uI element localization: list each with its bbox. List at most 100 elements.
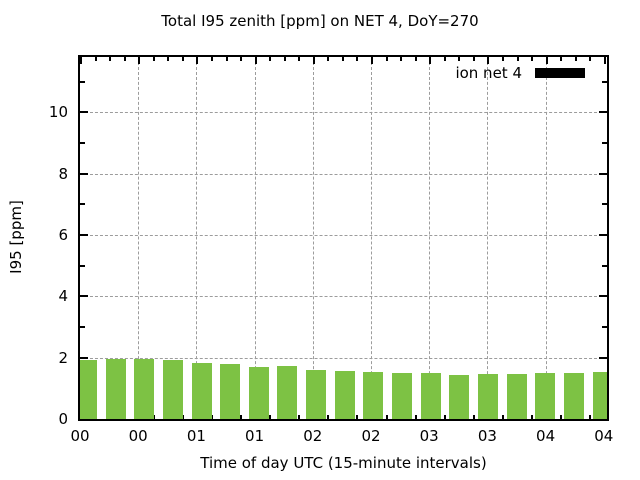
y-axis-tick xyxy=(80,172,88,175)
bar xyxy=(334,371,355,419)
x-axis-tick xyxy=(560,57,563,61)
bar xyxy=(191,363,212,419)
x-axis-tick xyxy=(80,57,82,64)
x-axis-tick xyxy=(443,415,446,419)
bar xyxy=(248,366,269,419)
plot-area: ion net 4 xyxy=(78,55,609,421)
x-axis-tick xyxy=(327,415,330,419)
y-tick-label: 0 xyxy=(58,410,68,428)
chart-title: Total I95 zenith [ppm] on NET 4, DoY=270 xyxy=(161,12,479,30)
x-tick-label: 03 xyxy=(419,427,439,445)
x-axis-tick xyxy=(167,57,170,61)
x-axis-tick xyxy=(210,57,213,61)
x-axis-tick xyxy=(501,415,504,419)
y-axis-label: I95 [ppm] xyxy=(7,200,25,274)
y-axis-minor-tick xyxy=(602,325,607,328)
y-axis-minor-tick xyxy=(80,80,85,83)
bar xyxy=(277,365,298,419)
gridline-vertical xyxy=(138,57,140,419)
y-axis-minor-tick xyxy=(602,264,607,267)
y-tick-label: 4 xyxy=(58,287,68,306)
x-axis-tick xyxy=(138,57,141,64)
x-axis-tick xyxy=(356,57,359,61)
x-axis-tick xyxy=(269,57,272,61)
x-axis-tick xyxy=(487,57,490,64)
gridline-horizontal xyxy=(80,112,607,114)
x-axis-tick xyxy=(545,57,548,64)
y-axis-minor-tick xyxy=(80,325,85,328)
gridline-vertical xyxy=(429,57,431,419)
y-axis-tick xyxy=(599,233,607,236)
gridline-horizontal xyxy=(80,357,607,359)
y-tick-label: 10 xyxy=(48,103,68,122)
y-axis-tick xyxy=(80,295,88,298)
y-axis-minor-tick xyxy=(80,264,85,267)
bar xyxy=(220,363,241,419)
x-axis-tick xyxy=(531,57,534,61)
x-axis-tick xyxy=(210,415,213,419)
x-axis-tick xyxy=(560,415,563,419)
bar xyxy=(80,359,97,419)
x-axis-tick xyxy=(400,57,403,61)
y-axis-minor-tick xyxy=(80,141,85,144)
x-axis-tick xyxy=(225,57,228,61)
x-axis-tick xyxy=(240,415,243,419)
bar xyxy=(392,372,413,419)
x-axis-tick xyxy=(109,57,112,61)
x-tick-label: 01 xyxy=(186,427,206,445)
x-tick-label: 00 xyxy=(128,427,148,445)
y-axis-minor-tick xyxy=(602,141,607,144)
x-tick-label: 00 xyxy=(70,427,90,445)
x-tick-label: 04 xyxy=(536,427,556,445)
bar xyxy=(363,371,384,419)
x-axis-tick xyxy=(574,57,577,61)
x-axis-tick xyxy=(341,57,344,61)
gridline-vertical xyxy=(254,57,256,419)
x-axis-tick xyxy=(312,57,315,64)
bar xyxy=(420,373,441,419)
legend-label: ion net 4 xyxy=(455,64,522,82)
y-tick-label: 6 xyxy=(58,225,68,244)
gridline-horizontal xyxy=(80,296,607,298)
x-tick-label: 01 xyxy=(245,427,265,445)
legend-swatch xyxy=(535,68,585,78)
gridline-vertical xyxy=(487,57,489,419)
bar xyxy=(306,369,327,419)
x-axis-tick xyxy=(443,57,446,61)
x-axis-tick xyxy=(240,57,243,61)
gridline-vertical xyxy=(545,57,547,419)
bar xyxy=(477,374,498,419)
x-axis-tick xyxy=(181,57,184,61)
bar xyxy=(134,359,155,419)
x-axis-tick xyxy=(385,415,388,419)
gridline-horizontal xyxy=(80,173,607,175)
bar xyxy=(506,373,527,419)
y-axis-minor-tick xyxy=(602,80,607,83)
x-axis-tick xyxy=(152,57,155,61)
x-tick-label: 02 xyxy=(303,427,323,445)
x-axis-tick xyxy=(327,57,330,61)
x-axis-tick xyxy=(429,57,432,64)
x-axis-tick xyxy=(298,57,301,61)
y-axis-minor-tick xyxy=(602,203,607,206)
x-axis-tick xyxy=(472,57,475,61)
x-axis-tick xyxy=(531,415,534,419)
x-axis-tick xyxy=(356,415,359,419)
x-tick-label: 02 xyxy=(361,427,381,445)
x-axis-tick xyxy=(516,57,519,61)
gridline-horizontal xyxy=(80,234,607,236)
x-axis-tick xyxy=(458,57,461,61)
plot-canvas xyxy=(80,57,607,419)
gridline-vertical xyxy=(371,57,372,419)
y-axis-tick xyxy=(599,111,607,114)
x-tick-label: 03 xyxy=(477,427,497,445)
bar xyxy=(449,374,470,419)
x-axis-tick xyxy=(414,415,417,419)
gridline-vertical xyxy=(196,57,198,419)
gridline-vertical xyxy=(312,57,314,419)
y-axis-tick xyxy=(80,356,88,359)
x-axis-tick xyxy=(123,57,126,61)
bar xyxy=(162,359,183,419)
x-axis-tick xyxy=(385,57,388,61)
